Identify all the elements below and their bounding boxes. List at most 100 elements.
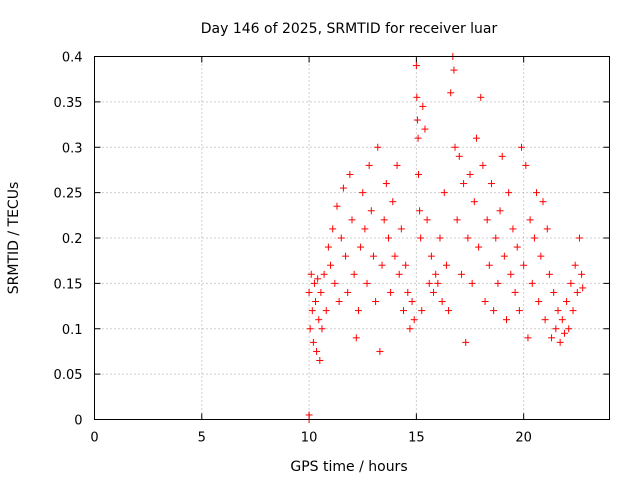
y-tick-label: 0.15 <box>54 277 83 292</box>
data-point <box>462 338 470 346</box>
data-point <box>425 279 433 287</box>
data-point <box>479 161 487 169</box>
data-point <box>308 307 316 315</box>
data-point <box>419 102 427 110</box>
data-point <box>530 234 538 242</box>
data-point <box>477 93 485 101</box>
data-point <box>541 316 549 324</box>
data-point <box>359 189 367 197</box>
data-point <box>423 216 431 224</box>
data-point <box>552 325 560 333</box>
data-point <box>472 134 480 142</box>
data-point <box>312 298 320 306</box>
data-point <box>466 170 474 178</box>
data-point <box>412 62 420 70</box>
y-tick-label: 0.25 <box>54 187 83 202</box>
y-axis-label: SRMTID / TECUs <box>6 182 22 295</box>
data-point <box>369 252 377 260</box>
data-point <box>436 234 444 242</box>
data-point <box>387 288 395 296</box>
data-point <box>316 357 324 365</box>
data-point <box>365 161 373 169</box>
data-point <box>445 307 453 315</box>
data-point <box>494 279 502 287</box>
data-point <box>524 334 532 342</box>
data-point <box>464 234 472 242</box>
data-point <box>413 93 421 101</box>
data-point <box>554 307 562 315</box>
data-point <box>372 298 380 306</box>
data-point <box>317 288 325 296</box>
data-point <box>367 207 375 215</box>
data-point <box>545 270 553 278</box>
data-point <box>498 152 506 160</box>
data-point <box>539 198 547 206</box>
data-point <box>579 284 587 292</box>
data-point <box>567 279 575 287</box>
data-point <box>460 180 468 188</box>
data-point <box>490 307 498 315</box>
data-point <box>457 270 465 278</box>
data-point <box>322 307 330 315</box>
y-tick-label: 0.4 <box>62 51 83 66</box>
data-point <box>329 225 337 233</box>
data-point <box>397 225 405 233</box>
data-point <box>528 279 536 287</box>
data-point <box>511 288 519 296</box>
x-axis-label: GPS time / hours <box>290 459 407 475</box>
data-point <box>346 170 354 178</box>
data-point <box>543 225 551 233</box>
x-tick-label: 20 <box>515 431 532 446</box>
data-point <box>415 170 423 178</box>
data-point <box>333 202 341 210</box>
data-point <box>395 270 403 278</box>
data-point <box>348 216 356 224</box>
data-point <box>393 161 401 169</box>
data-point <box>421 125 429 133</box>
data-point <box>318 325 326 333</box>
data-point <box>352 334 360 342</box>
data-point <box>327 261 335 269</box>
data-point <box>505 189 513 197</box>
data-point <box>389 198 397 206</box>
data-point <box>376 347 384 355</box>
data-point <box>309 338 317 346</box>
data-point <box>357 243 365 251</box>
data-point <box>475 243 483 251</box>
data-point <box>509 225 517 233</box>
data-point <box>430 288 438 296</box>
data-point <box>361 225 369 233</box>
x-tick-label: 5 <box>198 431 206 446</box>
data-point <box>406 325 414 333</box>
data-point <box>344 288 352 296</box>
data-point <box>563 298 571 306</box>
data-point <box>382 180 390 188</box>
data-point <box>400 307 407 315</box>
data-point <box>453 216 461 224</box>
y-tick-label: 0.3 <box>62 141 83 156</box>
data-point <box>417 234 425 242</box>
data-point <box>337 234 345 242</box>
data-point <box>305 411 313 419</box>
x-tick-label: 15 <box>408 431 425 446</box>
data-points <box>305 53 587 423</box>
data-point <box>408 298 416 306</box>
x-tick-label: 10 <box>301 431 318 446</box>
data-point <box>558 316 566 324</box>
data-point <box>578 270 586 278</box>
data-point <box>548 334 556 342</box>
data-point <box>500 252 508 260</box>
data-point <box>537 252 545 260</box>
data-point <box>518 143 526 151</box>
data-point <box>556 338 564 346</box>
data-point <box>410 316 418 324</box>
data-point <box>320 270 328 278</box>
data-point <box>402 261 410 269</box>
data-point <box>470 198 478 206</box>
data-point <box>451 143 459 151</box>
data-point <box>496 207 504 215</box>
data-point <box>413 116 421 124</box>
data-point <box>427 252 435 260</box>
data-point <box>455 152 463 160</box>
